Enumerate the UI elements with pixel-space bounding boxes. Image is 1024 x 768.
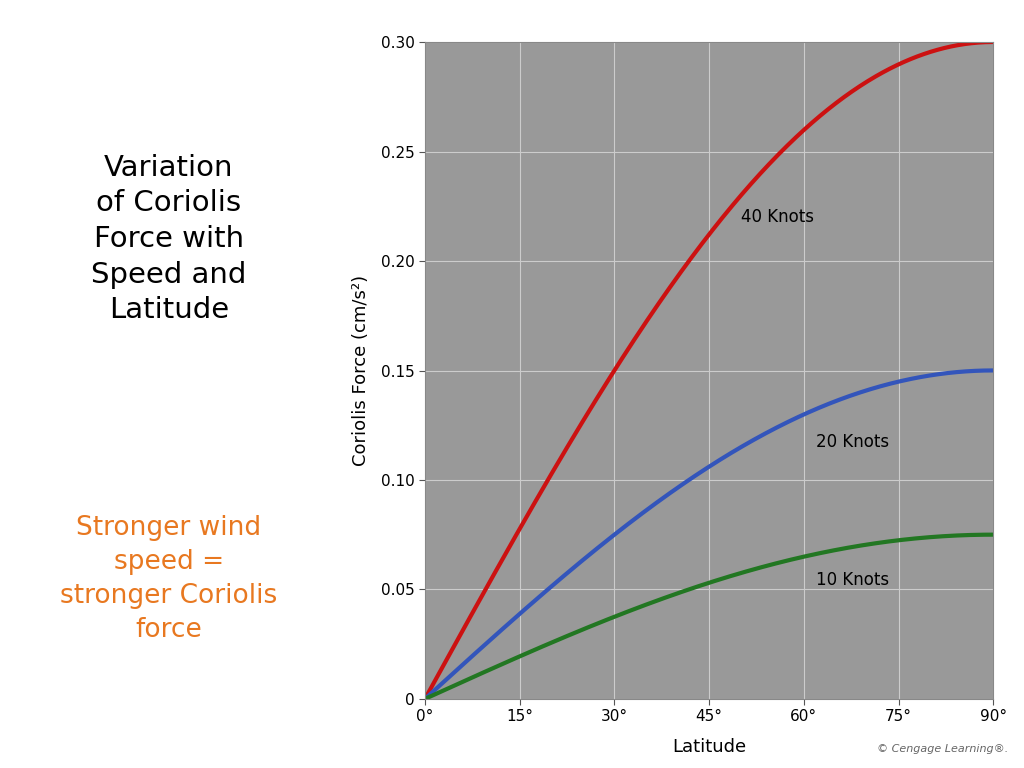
Text: 10 Knots: 10 Knots (816, 571, 890, 589)
Text: 40 Knots: 40 Knots (740, 207, 814, 226)
Y-axis label: Coriolis Force (cm/s²): Coriolis Force (cm/s²) (351, 275, 370, 466)
X-axis label: Latitude: Latitude (672, 738, 746, 756)
Text: Stronger wind
speed =
stronger Coriolis
force: Stronger wind speed = stronger Coriolis … (60, 515, 278, 643)
Text: Variation
of Coriolis
Force with
Speed and
Latitude: Variation of Coriolis Force with Speed a… (91, 154, 247, 324)
Text: 20 Knots: 20 Knots (816, 433, 890, 451)
Text: © Cengage Learning®.: © Cengage Learning®. (878, 744, 1009, 754)
